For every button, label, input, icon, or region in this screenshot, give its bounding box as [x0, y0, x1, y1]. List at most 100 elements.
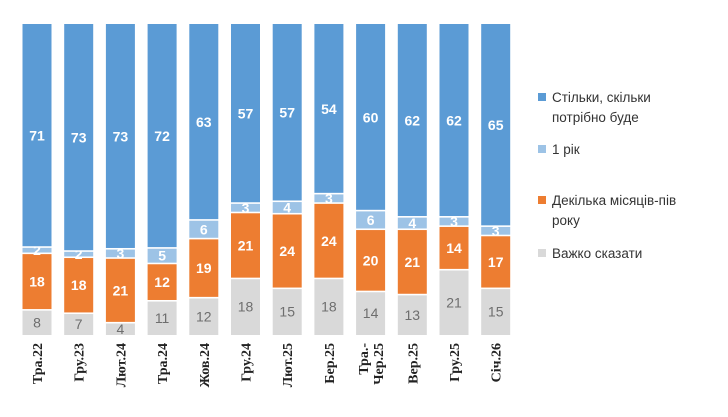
data-label-важко-сказати-вер-25: 13 [405, 307, 421, 323]
data-label-1-рік-гру-24: 3 [242, 200, 250, 216]
data-label-стільки-скільки-потрібно-буде-тра-24: 72 [154, 128, 170, 144]
bar-segment-стільки-скільки-потрібно-буде-січ-26 [481, 24, 511, 226]
bar-лют-24: 4 21 3 73 [105, 24, 135, 337]
bar-segment-стільки-скільки-потрібно-буде-лют-24 [105, 24, 135, 248]
bar-segment-декілька-місяців-пів-року-гру-23 [64, 258, 94, 313]
legend-swatch-декілька-місяців-пів-року [538, 196, 546, 204]
bar-segment-1-рік-гру-24 [231, 203, 260, 212]
data-label-1-рік-лют-25: 4 [283, 199, 291, 215]
data-label-декілька-місяців-пів-року-гру-25: 14 [446, 240, 462, 256]
data-label-1-рік-бер-25: 3 [325, 190, 333, 206]
bar-segment-1-рік-вер-25 [397, 217, 427, 229]
bar-segment-декілька-місяців-пів-року-тра-22 [22, 254, 52, 310]
bar-segment-важко-сказати-гру-23 [64, 314, 94, 335]
bar-segment-1-рік-гру-23 [64, 251, 94, 257]
bar-segment-декілька-місяців-пів-року-лют-24 [105, 258, 135, 322]
data-label-декілька-місяців-пів-року-вер-25: 21 [405, 254, 421, 270]
bar-жов-24: 12 19 6 63 [189, 24, 219, 335]
bar-segment-1-рік-січ-26 [481, 226, 511, 235]
legend-label-важко-сказати: Важко сказати [552, 246, 642, 261]
data-label-стільки-скільки-потрібно-буде-тра-22: 71 [29, 128, 45, 144]
data-label-декілька-місяців-пів-року-тра-чер-25: 20 [363, 252, 379, 268]
bar-segment-декілька-місяців-пів-року-жов-24 [189, 239, 219, 297]
bar-segment-важко-сказати-вер-25 [397, 295, 427, 335]
bar-гру-23: 7 18 2 73 [64, 24, 94, 335]
data-label-важко-сказати-гру-23: 7 [75, 316, 83, 332]
data-label-1-рік-тра-24: 5 [158, 248, 166, 264]
legend-swatch-1-рік [538, 145, 546, 153]
data-label-важко-сказати-лют-24: 4 [117, 321, 125, 337]
data-label-1-рік-тра-22: 2 [33, 242, 41, 258]
bar-segment-важко-сказати-тра-22 [22, 310, 52, 335]
x-tick-label-лют-25: Лют.25 [281, 343, 296, 387]
bar-segment-важко-сказати-лют-25 [272, 289, 302, 335]
legend-swatch-важко-сказати [538, 249, 546, 257]
data-label-1-рік-січ-26: 3 [492, 223, 500, 239]
x-tick-label-тра-22: Тра.22 [31, 343, 46, 384]
bar-segment-важко-сказати-лют-24 [105, 323, 135, 335]
x-tick-label-жов-24: Жов.24 [198, 343, 213, 388]
bar-segment-1-рік-лют-25 [272, 202, 302, 213]
bar-segment-стільки-скільки-потрібно-буде-гру-23 [64, 24, 94, 251]
bar-segment-стільки-скільки-потрібно-буде-гру-24 [231, 24, 260, 203]
x-tick-label-гру-23: Гру.23 [73, 343, 88, 382]
data-label-1-рік-жов-24: 6 [200, 221, 208, 237]
bar-segment-декілька-місяців-пів-року-бер-25 [314, 203, 344, 278]
x-tick-label-гру-25: Гру.25 [448, 343, 463, 382]
bars-layer: 8182717182734213731112572121966318213571… [22, 24, 511, 337]
x-tick-label-тра-24: Тра.24 [156, 343, 171, 384]
data-label-декілька-місяців-пів-року-лют-24: 21 [113, 282, 129, 298]
bar-бер-25: 18 24 3 54 [314, 24, 344, 335]
legend: Стільки, скільки потрібно буде 1 рік Декіль… [538, 90, 676, 261]
legend-entry-декілька-місяців-пів-року: Декілька місяців-пів року [538, 193, 676, 228]
bar-segment-декілька-місяців-пів-року-вер-25 [397, 230, 427, 294]
data-label-стільки-скільки-потрібно-буде-січ-26: 65 [488, 117, 504, 133]
bar-segment-1-рік-бер-25 [314, 194, 344, 203]
data-label-важко-сказати-тра-22: 8 [33, 314, 41, 330]
bar-segment-декілька-місяців-пів-року-гру-24 [231, 213, 260, 278]
data-label-важко-сказати-гру-25: 21 [446, 294, 462, 310]
bar-лют-25: 15 24 4 57 [272, 24, 302, 335]
data-label-важко-сказати-січ-26: 15 [488, 304, 504, 320]
data-label-стільки-скільки-потрібно-буде-бер-25: 54 [321, 101, 337, 117]
x-tick-label-гру-24: Гру.24 [240, 343, 255, 382]
bar-segment-декілька-місяців-пів-року-січ-26 [481, 236, 511, 288]
bar-segment-важко-сказати-січ-26 [481, 289, 511, 335]
legend-swatch-стільки-скільки-потрібно-буде [538, 93, 546, 101]
bar-segment-стільки-скільки-потрібно-буде-жов-24 [189, 24, 219, 220]
bar-segment-важко-сказати-гру-25 [439, 270, 469, 335]
bar-segment-важко-сказати-бер-25 [314, 279, 344, 335]
data-label-важко-сказати-жов-24: 12 [196, 308, 212, 324]
legend-label-1-рік: 1 рік [552, 142, 580, 157]
data-label-1-рік-гру-25: 3 [450, 213, 458, 229]
data-label-декілька-місяців-пів-року-січ-26: 17 [488, 254, 504, 270]
legend-entry-важко-сказати: Важко сказати [538, 246, 642, 261]
bar-segment-1-рік-гру-25 [439, 217, 469, 226]
data-label-декілька-місяців-пів-року-гру-23: 18 [71, 277, 87, 293]
data-label-стільки-скільки-потрібно-буде-лют-25: 57 [279, 105, 295, 121]
bar-segment-важко-сказати-гру-24 [231, 279, 260, 335]
bar-segment-1-рік-лют-24 [105, 249, 135, 258]
legend-label-стільки-скільки-потрібно-буде-line1: Стільки, скільки [552, 90, 651, 105]
x-axis: Тра.22 Гру.23 Лют.24 Тра.24 Жов.24 Гру.24 Лют.… [31, 343, 505, 388]
data-label-декілька-місяців-пів-року-тра-24: 12 [154, 274, 170, 290]
data-label-важко-сказати-тра-чер-25: 14 [363, 305, 379, 321]
data-label-декілька-місяців-пів-року-лют-25: 24 [279, 243, 295, 259]
bar-segment-1-рік-тра-чер-25 [356, 211, 386, 229]
bar-січ-26: 15 17 3 65 [481, 24, 511, 335]
data-label-декілька-місяців-пів-року-тра-22: 18 [29, 274, 45, 290]
legend-label-декілька-місяців-пів-року-line1: Декілька місяців-пів [552, 193, 676, 208]
data-label-важко-сказати-гру-24: 18 [238, 299, 254, 315]
bar-segment-важко-сказати-тра-24 [147, 301, 177, 335]
data-label-стільки-скільки-потрібно-буде-жов-24: 63 [196, 114, 212, 130]
bar-segment-стільки-скільки-потрібно-буде-лют-25 [272, 24, 302, 201]
bar-segment-декілька-місяців-пів-року-лют-25 [272, 214, 302, 288]
legend-label-стільки-скільки-потрібно-буде-line2: потрібно буде [552, 110, 639, 125]
bar-segment-декілька-місяців-пів-року-гру-25 [439, 226, 469, 269]
x-tick-label-бер-25: Бер.25 [323, 343, 338, 384]
data-label-стільки-скільки-потрібно-буде-вер-25: 62 [405, 112, 421, 128]
bar-segment-декілька-місяців-пів-року-тра-24 [147, 264, 177, 300]
data-label-стільки-скільки-потрібно-буде-гру-24: 57 [238, 106, 254, 122]
data-label-важко-сказати-лют-25: 15 [279, 304, 295, 320]
